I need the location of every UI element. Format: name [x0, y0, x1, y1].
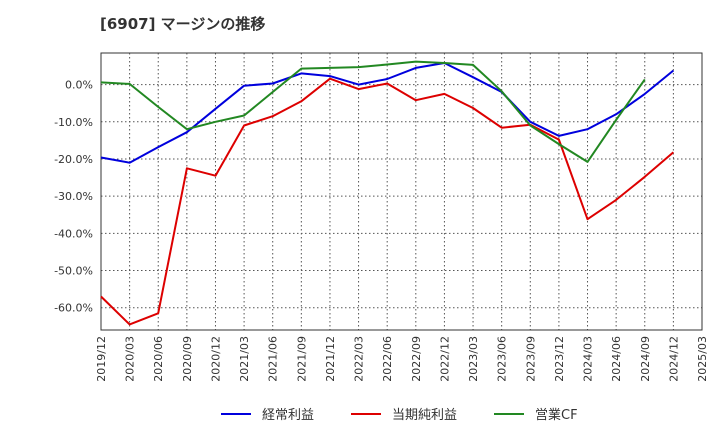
series-line-1 [100, 62, 675, 164]
x-tick-label: 2021/12 [324, 336, 337, 382]
series-line-2 [100, 77, 675, 326]
plot-area [101, 53, 702, 330]
x-tick-label: 2025/03 [696, 336, 709, 382]
x-tick-label: 2019/12 [95, 336, 108, 382]
x-tick-label: 2024/06 [610, 336, 623, 382]
y-tick-label: -20.0% [54, 153, 93, 166]
legend-label: 営業CF [535, 407, 578, 423]
x-tick-label: 2020/12 [209, 336, 222, 382]
x-tick-label: 2020/09 [181, 336, 194, 382]
x-tick-label: 2023/12 [553, 336, 566, 382]
x-tick-label: 2024/12 [667, 336, 680, 382]
x-tick-label: 2024/09 [639, 336, 652, 382]
x-tick-label: 2020/06 [152, 336, 165, 382]
y-tick-label: -10.0% [54, 116, 93, 129]
x-tick-label: 2022/03 [353, 336, 366, 382]
x-tick-label: 2023/09 [524, 336, 537, 382]
x-tick-label: 2023/06 [496, 336, 509, 382]
chart-title: [6907] マージンの推移 [100, 15, 266, 33]
x-tick-label: 2021/03 [238, 336, 251, 382]
x-tick-label: 2021/06 [267, 336, 280, 382]
y-tick-label: -50.0% [54, 265, 93, 278]
x-tick-label: 2024/03 [582, 336, 595, 382]
x-tick-label: 2022/09 [410, 336, 423, 382]
legend-label: 経常利益 [262, 408, 314, 423]
y-tick-label: 0.0% [65, 79, 93, 92]
y-tick-label: -60.0% [54, 302, 93, 315]
series-line-3 [100, 60, 646, 163]
x-tick-label: 2023/03 [467, 336, 480, 382]
y-tick-label: -40.0% [54, 227, 93, 240]
legend-label: 当期純利益 [392, 408, 457, 423]
x-tick-label: 2022/06 [381, 336, 394, 382]
y-tick-label: -30.0% [54, 190, 93, 203]
x-tick-label: 2021/09 [295, 336, 308, 382]
x-tick-label: 2022/12 [438, 336, 451, 382]
plot-border [100, 52, 703, 331]
x-tick-label: 2020/03 [124, 336, 137, 382]
